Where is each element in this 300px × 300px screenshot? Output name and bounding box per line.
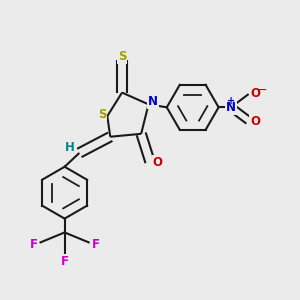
Text: O: O — [250, 115, 260, 128]
Text: S: S — [118, 50, 126, 63]
Text: H: H — [65, 141, 75, 154]
Text: F: F — [61, 254, 69, 268]
Text: N: N — [226, 101, 236, 114]
Text: S: S — [98, 108, 106, 121]
Text: F: F — [30, 238, 38, 251]
Text: −: − — [256, 84, 267, 97]
Text: F: F — [92, 238, 100, 251]
Text: O: O — [250, 87, 260, 100]
Text: N: N — [148, 95, 158, 108]
Text: O: O — [152, 156, 162, 169]
Text: +: + — [227, 96, 235, 106]
